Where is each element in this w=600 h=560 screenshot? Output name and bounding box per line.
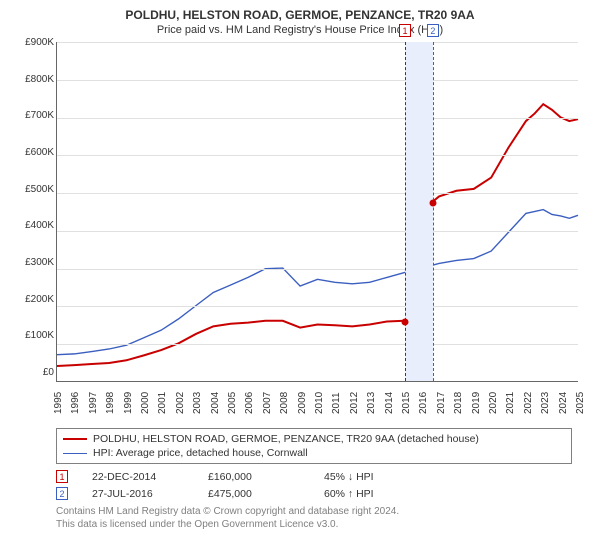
gridline [57, 193, 578, 194]
gridline [57, 80, 578, 81]
y-tick-label: £400K [16, 221, 54, 231]
sale-record-price: £160,000 [208, 471, 300, 483]
sale-record-delta: 60% ↑ HPI [324, 488, 416, 500]
x-tick-label: 2018 [453, 392, 464, 414]
y-tick-label: £900K [16, 38, 54, 48]
series-line [57, 104, 578, 366]
legend-label: HPI: Average price, detached house, Corn… [93, 447, 308, 459]
highlight-band [405, 42, 433, 381]
price-chart: £900K£800K£700K£600K£500K£400K£300K£200K… [16, 42, 581, 422]
page-title: POLDHU, HELSTON ROAD, GERMOE, PENZANCE, … [10, 8, 590, 22]
sale-record-date: 27-JUL-2016 [92, 488, 184, 500]
plot-area: 12 [56, 42, 578, 382]
gridline [57, 269, 578, 270]
x-tick-label: 2010 [314, 392, 325, 414]
legend-swatch [63, 453, 87, 454]
sale-record-tag: 2 [56, 487, 68, 500]
y-tick-label: £500K [16, 185, 54, 195]
x-tick-label: 2009 [297, 392, 308, 414]
x-tick-label: 2012 [349, 392, 360, 414]
sale-record-row: 1 22-DEC-2014 £160,000 45% ↓ HPI [56, 468, 590, 485]
y-tick-label: £100K [16, 331, 54, 341]
x-tick-label: 2017 [436, 392, 447, 414]
sale-record-tag: 1 [56, 470, 68, 483]
x-tick-label: 2008 [279, 392, 290, 414]
gridline [57, 344, 578, 345]
page-subtitle: Price paid vs. HM Land Registry's House … [10, 24, 590, 36]
x-tick-label: 2015 [401, 392, 412, 414]
x-tick-label: 2024 [558, 392, 569, 414]
x-tick-label: 2003 [192, 392, 203, 414]
sale-point-dot [402, 318, 409, 325]
x-tick-label: 2004 [210, 392, 221, 414]
sale-marker-tag: 2 [427, 24, 439, 37]
legend-label: POLDHU, HELSTON ROAD, GERMOE, PENZANCE, … [93, 433, 479, 445]
x-tick-label: 2021 [505, 392, 516, 414]
x-tick-label: 2023 [540, 392, 551, 414]
x-tick-label: 2000 [140, 392, 151, 414]
x-tick-label: 2007 [262, 392, 273, 414]
x-tick-label: 1998 [105, 392, 116, 414]
y-tick-label: £300K [16, 258, 54, 268]
footnote-line: Contains HM Land Registry data © Crown c… [56, 506, 399, 517]
x-tick-label: 2011 [331, 392, 342, 414]
legend: POLDHU, HELSTON ROAD, GERMOE, PENZANCE, … [56, 428, 572, 464]
x-tick-label: 1999 [123, 392, 134, 414]
x-tick-label: 2016 [418, 392, 429, 414]
sale-point-dot [429, 199, 436, 206]
y-tick-label: £800K [16, 75, 54, 85]
sale-marker-line: 1 [405, 42, 406, 381]
gridline [57, 42, 578, 43]
footnote-line: This data is licensed under the Open Gov… [56, 519, 338, 530]
x-tick-label: 2014 [384, 392, 395, 414]
sale-marker-tag: 1 [399, 24, 411, 37]
x-axis-labels: 1995 1996 1997 1998 1999 2000 2001 2002 2003 2004… [56, 386, 578, 422]
gridline [57, 231, 578, 232]
y-tick-label: £0 [16, 368, 54, 378]
gridline [57, 155, 578, 156]
x-tick-label: 1995 [53, 392, 64, 414]
sale-record-date: 22-DEC-2014 [92, 471, 184, 483]
sale-record-price: £475,000 [208, 488, 300, 500]
x-tick-label: 1997 [88, 392, 99, 414]
legend-row: POLDHU, HELSTON ROAD, GERMOE, PENZANCE, … [63, 432, 565, 446]
legend-row: HPI: Average price, detached house, Corn… [63, 446, 565, 460]
y-tick-label: £200K [16, 295, 54, 305]
x-tick-label: 2022 [523, 392, 534, 414]
footnote: Contains HM Land Registry data © Crown c… [56, 502, 590, 531]
y-tick-label: £700K [16, 111, 54, 121]
sale-table: 1 22-DEC-2014 £160,000 45% ↓ HPI 2 27-JUL-201… [56, 468, 590, 502]
gridline [57, 306, 578, 307]
gridline [57, 118, 578, 119]
sale-record-row: 2 27-JUL-2016 £475,000 60% ↑ HPI [56, 485, 590, 502]
y-tick-label: £600K [16, 148, 54, 158]
x-tick-label: 2020 [488, 392, 499, 414]
x-tick-label: 2013 [366, 392, 377, 414]
sale-record-delta: 45% ↓ HPI [324, 471, 416, 483]
x-tick-label: 2001 [157, 392, 168, 414]
y-axis-labels: £900K£800K£700K£600K£500K£400K£300K£200K… [16, 42, 54, 382]
x-tick-label: 2005 [227, 392, 238, 414]
legend-swatch [63, 438, 87, 440]
x-tick-label: 2006 [244, 392, 255, 414]
x-tick-label: 2025 [575, 392, 586, 414]
sale-marker-line: 2 [433, 42, 434, 381]
line-series-svg [57, 42, 578, 381]
x-tick-label: 1996 [70, 392, 81, 414]
title-block: POLDHU, HELSTON ROAD, GERMOE, PENZANCE, … [10, 8, 590, 36]
x-tick-label: 2002 [175, 392, 186, 414]
x-tick-label: 2019 [471, 392, 482, 414]
